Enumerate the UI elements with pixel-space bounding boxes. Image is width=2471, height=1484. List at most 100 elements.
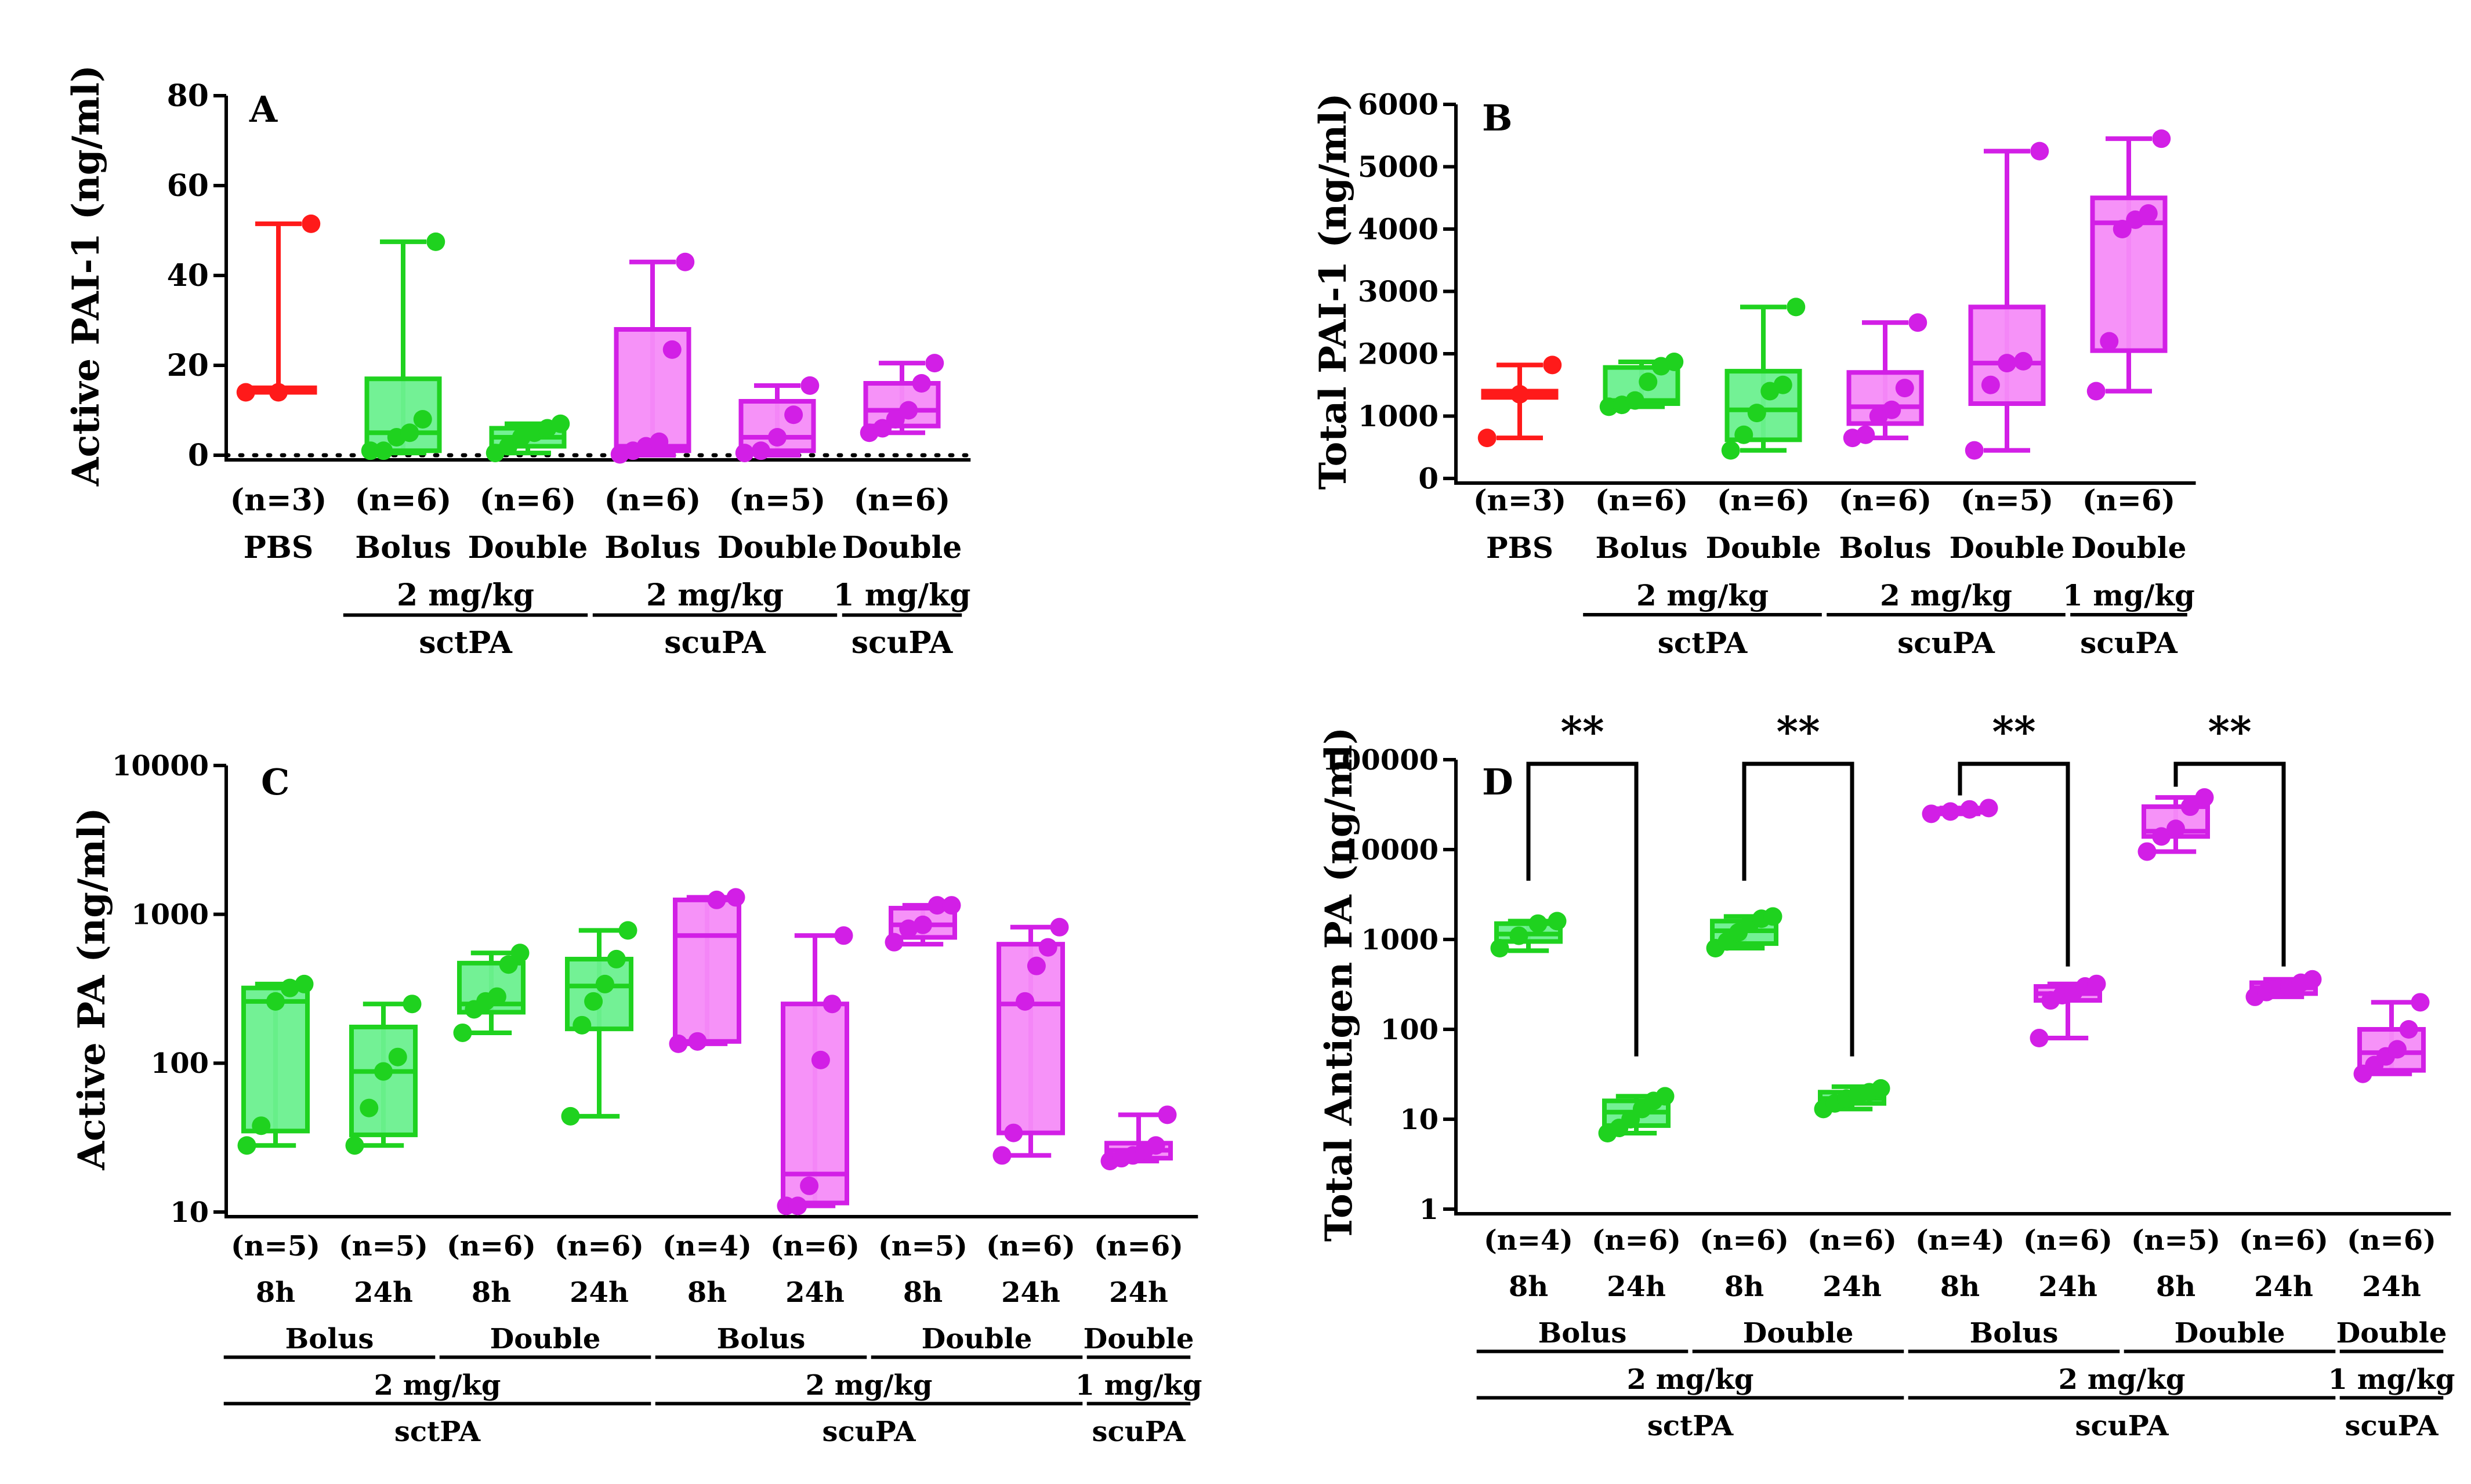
n-label: (n=5) xyxy=(729,482,826,518)
panel-label: A xyxy=(249,88,278,130)
box-group-1 xyxy=(1477,355,1562,448)
data-point xyxy=(707,890,726,909)
significance-label: ** xyxy=(1776,707,1820,756)
y-axis-title: Active PA (ng/ml) xyxy=(70,807,114,1170)
data-point xyxy=(899,919,918,938)
x-group-label: Double xyxy=(2071,531,2187,565)
y-tick-label: 2000 xyxy=(1358,337,1439,371)
data-point xyxy=(345,1136,364,1155)
n-label: (n=6) xyxy=(604,482,701,518)
n-label: (n=5) xyxy=(339,1230,428,1262)
significance-bracket xyxy=(1526,761,1639,1057)
x-group-label: 24h xyxy=(1001,1276,1060,1309)
data-point xyxy=(873,419,892,438)
data-point xyxy=(1016,992,1035,1011)
data-point xyxy=(302,214,321,233)
box-group-2 xyxy=(1598,1087,1675,1143)
box-group-8 xyxy=(2245,970,2322,1006)
data-point xyxy=(735,444,754,463)
data-point xyxy=(2399,1020,2418,1039)
x-group-label: scuPA xyxy=(1897,626,1995,660)
data-point xyxy=(510,944,530,963)
box-group-2 xyxy=(361,232,445,460)
n-label: (n=4) xyxy=(1484,1224,1573,1257)
n-label: (n=6) xyxy=(355,482,452,518)
x-group-label: 1 mg/kg xyxy=(2063,578,2195,612)
data-point xyxy=(2152,129,2171,148)
y-tick-label: 40 xyxy=(167,258,209,293)
data-point xyxy=(361,441,380,460)
data-point xyxy=(1548,912,1567,931)
x-group-label: sctPA xyxy=(1647,1410,1734,1442)
panel-label: D xyxy=(1482,761,1513,803)
data-point xyxy=(237,1136,256,1155)
data-point xyxy=(1027,956,1046,975)
n-label: (n=6) xyxy=(2023,1224,2113,1257)
n-label: (n=6) xyxy=(2082,483,2175,517)
data-point xyxy=(1543,355,1562,375)
n-label: (n=6) xyxy=(1807,1224,1897,1257)
data-point xyxy=(2030,141,2049,161)
x-group-label: Double xyxy=(468,530,588,565)
box-group-5 xyxy=(669,888,745,1053)
x-group-label: 8h xyxy=(1509,1271,1548,1303)
x-group-label: Bolus xyxy=(1839,531,1931,565)
data-point xyxy=(1941,802,1960,821)
x-group-label: Double xyxy=(922,1323,1032,1355)
n-label: (n=6) xyxy=(1839,483,1932,517)
data-point xyxy=(487,987,506,1006)
x-group-label: 8h xyxy=(1724,1271,1764,1303)
y-tick-label: 100 xyxy=(1381,1014,1439,1046)
data-point xyxy=(1895,379,1914,398)
data-point xyxy=(618,921,637,940)
x-group-label: sctPA xyxy=(1658,626,1748,660)
x-group-label: 24h xyxy=(354,1276,413,1309)
data-point xyxy=(823,995,842,1014)
significance-bracket xyxy=(1742,761,1854,1057)
y-tick-label: 10000 xyxy=(1342,834,1439,866)
box-group-7 xyxy=(885,896,961,952)
data-point xyxy=(942,896,961,915)
n-label: (n=3) xyxy=(1473,483,1566,517)
x-group-label: 8h xyxy=(472,1276,511,1309)
x-group-label: scuPA xyxy=(2080,626,2178,660)
data-point xyxy=(768,428,787,447)
x-group-label: 24h xyxy=(2038,1271,2097,1303)
data-point xyxy=(2139,204,2158,223)
x-group-label: Double xyxy=(1743,1317,1854,1349)
data-point xyxy=(266,992,285,1011)
x-group-label: sctPA xyxy=(394,1416,481,1448)
x-group-label: 2 mg/kg xyxy=(1880,578,2012,612)
significance-label: ** xyxy=(1560,707,1604,756)
data-point xyxy=(1050,917,1069,937)
y-tick-label: 0 xyxy=(1418,462,1439,496)
box-group-3 xyxy=(1706,907,1782,958)
data-point xyxy=(788,1196,807,1215)
n-label: (n=3) xyxy=(230,482,327,518)
x-group-label: 8h xyxy=(687,1276,727,1309)
x-group-label: Double xyxy=(1706,531,1821,565)
box-group-6 xyxy=(860,354,944,442)
x-group-label: 24h xyxy=(1109,1276,1168,1309)
significance-bracket xyxy=(1958,761,2070,967)
data-point xyxy=(1158,1105,1177,1124)
data-point xyxy=(1787,297,1806,317)
y-tick-label: 60 xyxy=(167,168,209,204)
panel-C: 10 100 1000 10000 Active PA (ng/ml) C (n=5) (n=… xyxy=(70,750,1202,1448)
data-point xyxy=(886,410,905,429)
x-group-label: 1 mg/kg xyxy=(1075,1369,1202,1402)
x-group-label: scuPA xyxy=(823,1416,916,1448)
data-point xyxy=(726,888,745,907)
data-point xyxy=(650,432,669,451)
n-label: (n=6) xyxy=(1717,483,1810,517)
box-iqr xyxy=(673,897,741,1044)
box-iqr xyxy=(241,985,310,1134)
n-label: (n=5) xyxy=(1961,483,2053,517)
n-label: (n=6) xyxy=(770,1230,860,1262)
x-group-label: Double xyxy=(1084,1323,1194,1355)
y-tick-label: 100000 xyxy=(1323,744,1439,777)
x-group-label: 2 mg/kg xyxy=(1627,1363,1754,1396)
x-group-label: scuPA xyxy=(852,625,953,661)
data-point xyxy=(1981,375,2000,394)
box-group-1 xyxy=(1490,912,1567,958)
